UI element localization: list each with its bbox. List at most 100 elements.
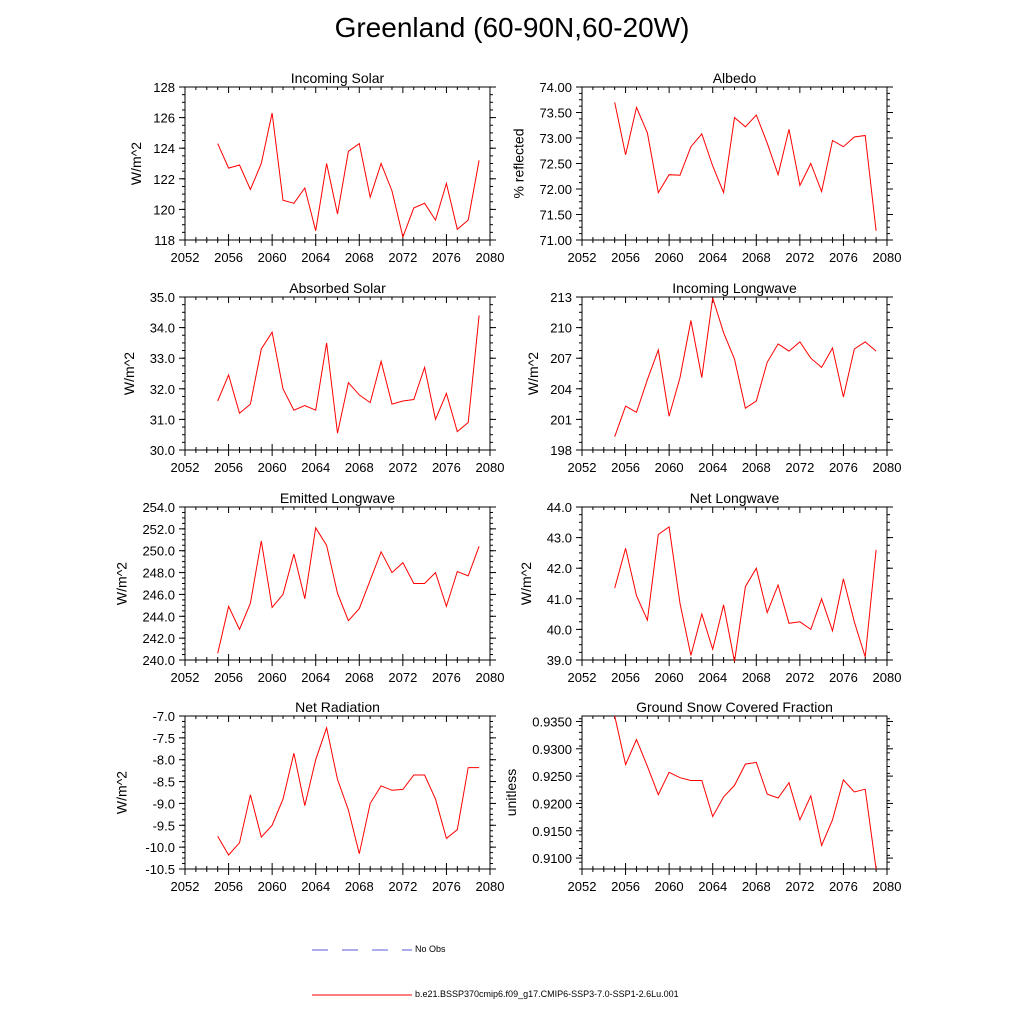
series-line	[217, 112, 480, 239]
y-tick-label: 0.9300	[532, 742, 572, 757]
y-tick-label: -9.5	[153, 818, 175, 833]
chart-title: Albedo	[713, 70, 757, 86]
x-tick-label: 2080	[476, 879, 505, 894]
plot-frame	[581, 296, 888, 451]
y-tick-label: 128	[153, 80, 175, 95]
x-tick-label: 2076	[829, 879, 858, 894]
y-tick-label: 30.0	[150, 443, 175, 458]
x-tick-label: 2064	[698, 460, 727, 475]
x-tick-label: 2060	[655, 670, 684, 685]
chart-panel: Absorbed Solar 2052 2056 2060 2064 2068 2072 20…	[121, 280, 505, 475]
x-tick-label: 2060	[258, 879, 287, 894]
x-tick-label: 2076	[829, 460, 858, 475]
x-tick-label: 2052	[568, 250, 597, 265]
x-tick-label: 2052	[171, 879, 200, 894]
y-tick-label: 72.50	[539, 157, 572, 172]
x-tick-label: 2064	[301, 460, 330, 475]
x-tick-label: 2060	[258, 250, 287, 265]
plot-frame	[184, 506, 491, 661]
y-tick-label: -7.0	[153, 709, 175, 724]
x-tick-label: 2080	[873, 670, 902, 685]
chart-title: Ground Snow Covered Fraction	[636, 699, 833, 715]
x-tick-label: 2060	[655, 460, 684, 475]
plot-frame	[581, 715, 888, 870]
y-tick-label: 213	[550, 290, 572, 305]
chart-panel: Net Longwave 2052 2056 2060 2064 2068 2072 2076…	[518, 490, 902, 685]
x-tick-label: 2056	[214, 460, 243, 475]
x-tick-label: 2068	[742, 670, 771, 685]
x-tick-label: 2072	[388, 460, 417, 475]
x-tick-label: 2052	[171, 670, 200, 685]
plot-frame	[581, 86, 888, 241]
x-tick-label: 2076	[829, 670, 858, 685]
x-tick-label: 2060	[258, 670, 287, 685]
x-tick-label: 2064	[301, 250, 330, 265]
y-axis-label: W/m^2	[114, 771, 130, 814]
chart-panel: Incoming Longwave 2052 2056 2060 2064 2068 207…	[525, 280, 901, 475]
chart-title: Incoming Longwave	[672, 280, 797, 296]
x-tick-label: 2064	[301, 670, 330, 685]
x-tick-label: 2052	[171, 460, 200, 475]
x-tick-label: 2072	[388, 250, 417, 265]
x-tick-label: 2068	[345, 460, 374, 475]
y-axis-label: W/m^2	[114, 562, 130, 605]
y-tick-label: 207	[550, 351, 572, 366]
x-tick-label: 2072	[388, 670, 417, 685]
x-tick-label: 2072	[785, 460, 814, 475]
x-tick-label: 2076	[432, 670, 461, 685]
y-tick-label: 254.0	[142, 500, 175, 515]
x-tick-label: 2060	[258, 460, 287, 475]
y-axis-label: W/m^2	[128, 142, 144, 185]
chart-panel: Ground Snow Covered Fraction 2052 2056 2060…	[503, 699, 901, 894]
y-tick-label: 242.0	[142, 631, 175, 646]
series-line	[217, 725, 480, 856]
y-tick-label: 35.0	[150, 290, 175, 305]
y-tick-label: 33.0	[150, 351, 175, 366]
x-tick-label: 2056	[214, 250, 243, 265]
y-tick-label: 248.0	[142, 566, 175, 581]
x-tick-label: 2056	[611, 670, 640, 685]
x-tick-label: 2068	[345, 879, 374, 894]
y-tick-label: 246.0	[142, 587, 175, 602]
y-tick-label: 0.9350	[532, 714, 572, 729]
y-tick-label: 201	[550, 412, 572, 427]
x-tick-label: 2080	[476, 670, 505, 685]
x-tick-label: 2080	[476, 250, 505, 265]
chart-title: Emitted Longwave	[280, 490, 395, 506]
y-tick-label: 204	[550, 382, 572, 397]
page-title: Greenland (60-90N,60-20W)	[334, 12, 690, 43]
plot-frame	[581, 506, 888, 661]
y-tick-label: 34.0	[150, 321, 175, 336]
y-axis-label: % reflected	[511, 128, 527, 198]
x-tick-label: 2068	[742, 250, 771, 265]
x-tick-label: 2080	[873, 460, 902, 475]
chart-panel: Emitted Longwave 2052 2056 2060 2064 2068 2072…	[114, 490, 505, 685]
y-tick-label: 71.00	[539, 233, 572, 248]
x-tick-label: 2080	[476, 460, 505, 475]
x-tick-label: 2060	[655, 250, 684, 265]
x-tick-label: 2076	[432, 250, 461, 265]
y-tick-label: 0.9100	[532, 851, 572, 866]
y-tick-label: 71.50	[539, 208, 572, 223]
x-tick-label: 2068	[345, 250, 374, 265]
y-axis-label: unitless	[503, 769, 519, 816]
y-tick-label: -9.0	[153, 796, 175, 811]
y-tick-label: -10.0	[145, 840, 175, 855]
x-tick-label: 2072	[785, 250, 814, 265]
x-tick-label: 2056	[611, 250, 640, 265]
y-axis-label: W/m^2	[525, 352, 541, 395]
series-line	[217, 315, 480, 434]
x-tick-label: 2068	[742, 879, 771, 894]
x-tick-label: 2072	[785, 879, 814, 894]
chart-title: Absorbed Solar	[289, 280, 386, 296]
y-axis-label: W/m^2	[518, 562, 534, 605]
x-tick-label: 2080	[873, 250, 902, 265]
y-tick-label: 122	[153, 172, 175, 187]
plot-frame	[184, 296, 491, 451]
y-tick-label: 73.50	[539, 106, 572, 121]
x-tick-label: 2068	[742, 460, 771, 475]
y-tick-label: 73.00	[539, 131, 572, 146]
x-tick-label: 2052	[568, 879, 597, 894]
y-tick-label: 0.9250	[532, 769, 572, 784]
y-tick-label: -10.5	[145, 862, 175, 877]
